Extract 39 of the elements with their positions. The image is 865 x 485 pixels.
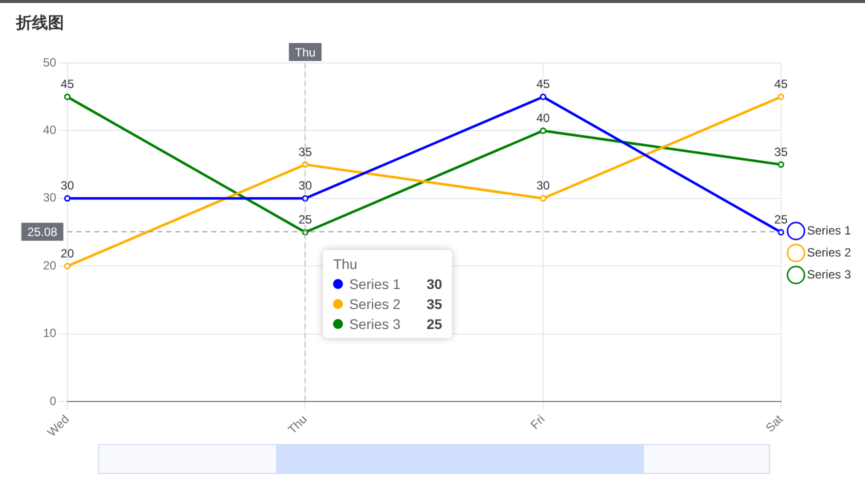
point <box>778 94 784 100</box>
point <box>64 262 71 270</box>
x-tick-label: Thu <box>285 412 310 437</box>
legend-label: Series 1 <box>806 223 852 238</box>
annotation: 30 <box>426 276 442 292</box>
point <box>540 195 546 202</box>
data-label: 30 <box>298 178 312 193</box>
point <box>540 94 546 100</box>
point <box>778 161 784 168</box>
y-tick-label: 40 <box>42 123 57 138</box>
data-label: 30 <box>60 178 74 193</box>
data-label: 45 <box>60 77 74 92</box>
y-tick-label: 50 <box>42 55 57 70</box>
legend-label: Series 2 <box>806 245 852 260</box>
point <box>64 195 71 202</box>
data-label: 45 <box>536 77 550 92</box>
point <box>64 94 71 100</box>
ref-line-label: Thu <box>294 45 316 60</box>
tooltip-box: Thu Series 1 30 Series 2 35 Series 3 25 <box>323 250 452 338</box>
y-tick-label: 20 <box>42 258 57 272</box>
data-label: 25 <box>298 212 312 227</box>
y-tick-label: 30 <box>42 190 57 205</box>
data-label: 35 <box>774 144 788 159</box>
legend-label: Series 3 <box>806 267 852 282</box>
data-label: 25 <box>774 212 788 227</box>
data-label: 35 <box>298 144 312 159</box>
data-label: 45 <box>774 77 788 92</box>
y-tick-label: 0 <box>50 394 57 408</box>
y-tick-label: 10 <box>42 326 57 340</box>
annotation: 25 <box>426 316 442 332</box>
data-label: 20 <box>60 246 74 260</box>
x-tick-label: Fri <box>528 412 548 432</box>
point <box>540 127 546 134</box>
chart-title: 折线图 <box>16 14 64 34</box>
x-tick-label: Sat <box>762 412 786 435</box>
annotation: 35 <box>426 296 442 312</box>
data-label: 30 <box>536 178 550 193</box>
ref-line-label: 25.08 <box>27 225 58 240</box>
data-label: 40 <box>536 111 550 126</box>
